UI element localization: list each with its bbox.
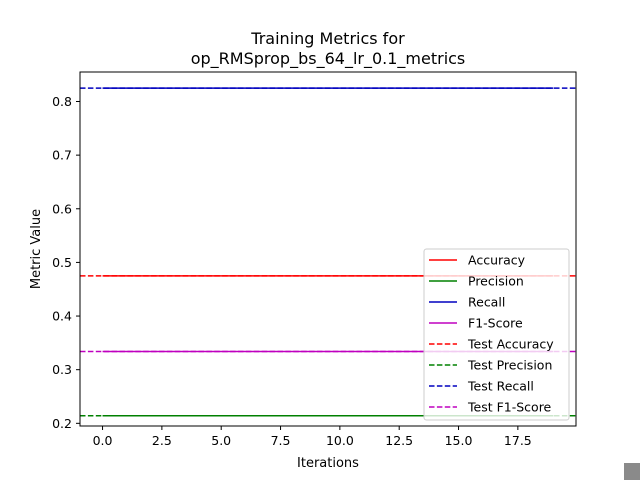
x-tick-label: 5.0 [211, 433, 231, 448]
y-tick-label: 0.3 [52, 362, 72, 377]
x-tick-label: 10.0 [326, 433, 354, 448]
legend-label-recall: Recall [468, 295, 505, 310]
legend-label-test-precision: Test Precision [467, 358, 552, 373]
y-tick-label: 0.8 [52, 94, 72, 109]
legend-label-test-f1-score: Test F1-Score [467, 400, 552, 415]
legend-label-f1-score: F1-Score [468, 316, 523, 331]
legend-box [423, 248, 570, 421]
x-axis-label: Iterations [297, 456, 359, 471]
y-tick-label: 0.7 [52, 148, 72, 163]
legend: Accuracy Precision Recall F1-Score Test Accu… [423, 248, 570, 421]
plot-frame [79, 71, 577, 427]
y-tick-label: 0.4 [52, 309, 72, 324]
corner-bar [624, 463, 640, 480]
legend-label-test-accuracy: Test Accuracy [467, 337, 554, 352]
x-axis: 0.0 2.5 5.0 7.5 10.0 12.5 15.0 17.5 [93, 426, 532, 448]
y-tick-label: 0.5 [52, 255, 72, 270]
x-tick-label: 0.0 [93, 433, 113, 448]
y-axis: 0.2 0.3 0.4 0.5 0.6 0.7 0.8 [52, 94, 80, 431]
x-tick-label: 12.5 [385, 433, 413, 448]
x-tick-label: 17.5 [504, 433, 532, 448]
legend-label-accuracy: Accuracy [468, 253, 526, 268]
legend-label-precision: Precision [468, 274, 524, 289]
chart-title-line-1: Training Metrics for [250, 29, 405, 48]
x-tick-label: 15.0 [445, 433, 473, 448]
y-tick-label: 0.6 [52, 201, 72, 216]
y-axis-label: Metric Value [29, 209, 44, 289]
x-tick-label: 2.5 [152, 433, 172, 448]
y-tick-label: 0.2 [52, 416, 72, 431]
x-tick-label: 7.5 [271, 433, 291, 448]
chart-title-line-2: op_RMSprop_bs_64_lr_0.1_metrics [191, 49, 466, 69]
legend-label-test-recall: Test Recall [467, 379, 534, 394]
